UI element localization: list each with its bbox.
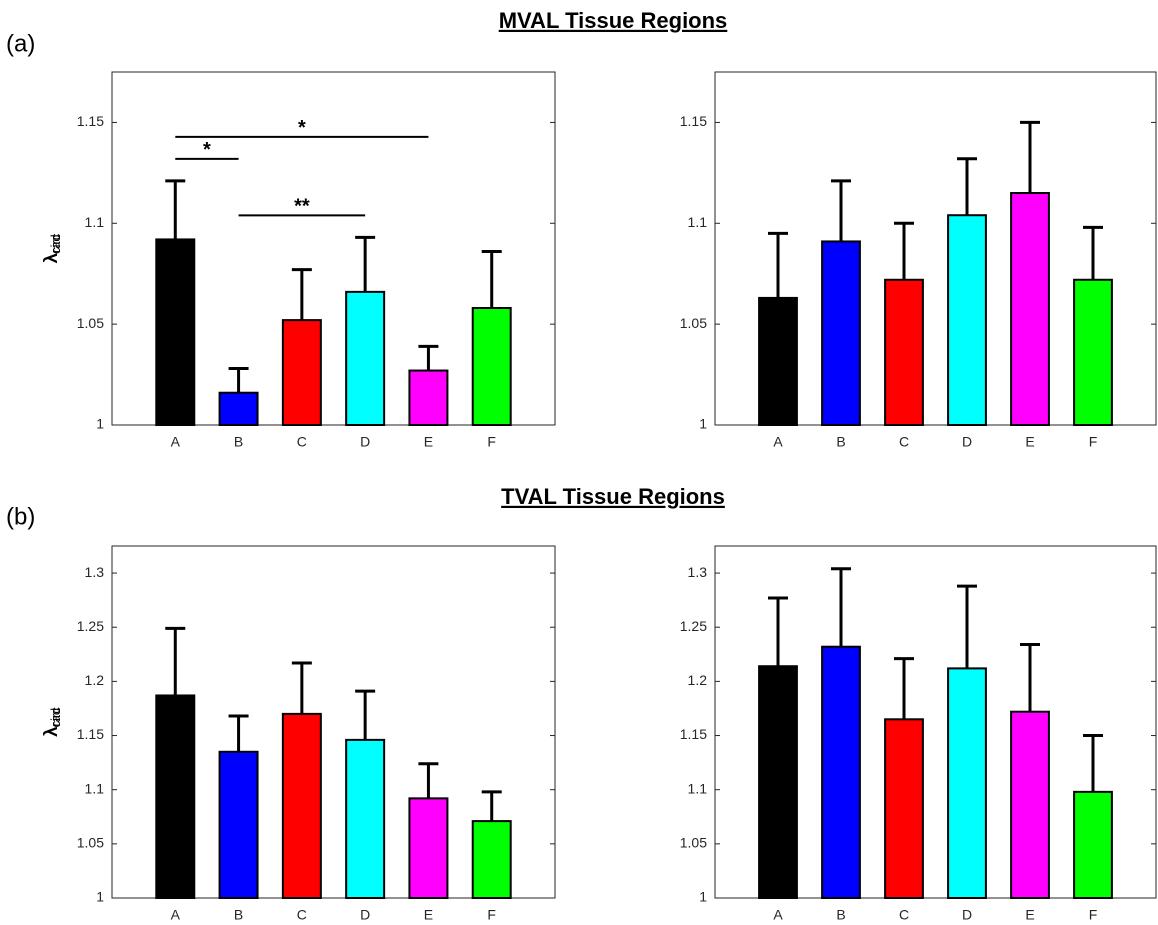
y-tick-label: 1.25 bbox=[680, 618, 707, 634]
x-tick-label: F bbox=[487, 434, 496, 450]
y-tick-label: 1.2 bbox=[688, 672, 708, 688]
y-axis-label: λcirc bbox=[41, 707, 63, 737]
x-tick-label: B bbox=[234, 434, 243, 450]
bar bbox=[884, 718, 924, 899]
x-tick-label: C bbox=[899, 907, 909, 923]
y-axis-label-subscript: rad bbox=[48, 708, 63, 727]
y-axis-label-symbol: λ bbox=[41, 726, 62, 736]
y-tick-label: 1.1 bbox=[688, 214, 708, 230]
y-axis-label-symbol: λ bbox=[41, 253, 62, 263]
y-tick-label: 1.05 bbox=[77, 315, 104, 331]
bar bbox=[408, 797, 449, 900]
bar bbox=[821, 240, 861, 426]
bar bbox=[1010, 192, 1050, 426]
x-tick-label: D bbox=[962, 434, 972, 450]
y-tick-label: 1.3 bbox=[85, 564, 105, 580]
bar bbox=[947, 214, 987, 426]
y-axis-label-subscript: rad bbox=[48, 234, 63, 253]
x-tick-label: C bbox=[899, 434, 909, 450]
y-axis-label-symbol: λ bbox=[41, 253, 62, 263]
bar bbox=[1073, 790, 1113, 899]
plot-frame bbox=[111, 71, 556, 426]
panel-title: MVAL Tissue Regions bbox=[499, 8, 728, 33]
x-tick-label: C bbox=[297, 907, 307, 923]
y-tick-label: 1.25 bbox=[77, 618, 104, 634]
plot-frame bbox=[111, 545, 556, 899]
x-tick-label: A bbox=[773, 907, 783, 923]
y-tick-label: 1.05 bbox=[77, 835, 104, 851]
bar bbox=[155, 238, 196, 426]
bar bbox=[281, 319, 322, 427]
bar bbox=[345, 290, 386, 426]
bar bbox=[1073, 278, 1113, 426]
y-axis-label: λcirc bbox=[41, 233, 63, 263]
significance-label: ** bbox=[294, 196, 310, 218]
y-tick-label: 1.15 bbox=[77, 113, 104, 129]
y-tick-label: 1.15 bbox=[680, 726, 707, 742]
x-tick-label: E bbox=[1025, 434, 1034, 450]
bar bbox=[947, 667, 987, 899]
y-axis-label: λrad bbox=[41, 234, 63, 262]
bar bbox=[155, 694, 196, 899]
bar bbox=[884, 278, 924, 426]
y-tick-label: 1 bbox=[96, 416, 104, 432]
x-tick-label: D bbox=[962, 907, 972, 923]
x-tick-label: E bbox=[424, 434, 433, 450]
x-tick-label: C bbox=[297, 434, 307, 450]
y-tick-label: 1.15 bbox=[77, 726, 104, 742]
bar bbox=[1010, 710, 1050, 899]
bar bbox=[758, 665, 798, 900]
x-tick-label: E bbox=[1025, 907, 1034, 923]
bar bbox=[218, 750, 259, 899]
bar bbox=[408, 369, 449, 426]
bar bbox=[758, 296, 798, 427]
x-tick-label: D bbox=[360, 434, 370, 450]
panel-label: (a) bbox=[6, 30, 35, 57]
bar bbox=[471, 820, 512, 900]
y-tick-label: 1 bbox=[699, 889, 707, 905]
y-tick-label: 1.05 bbox=[680, 315, 707, 331]
y-axis-label-subscript: circ bbox=[48, 233, 63, 254]
panel-label: (b) bbox=[6, 503, 35, 530]
x-tick-label: B bbox=[836, 907, 845, 923]
y-tick-label: 1.1 bbox=[688, 780, 708, 796]
panel-title: TVAL Tissue Regions bbox=[501, 484, 725, 509]
x-tick-label: A bbox=[773, 434, 783, 450]
plot-frame bbox=[714, 545, 1157, 899]
y-tick-label: 1 bbox=[96, 889, 104, 905]
significance-label: * bbox=[298, 117, 306, 139]
bar bbox=[281, 712, 322, 900]
x-tick-label: E bbox=[424, 907, 433, 923]
y-tick-label: 1.2 bbox=[85, 672, 105, 688]
x-tick-label: A bbox=[171, 434, 181, 450]
bar bbox=[821, 645, 861, 899]
y-tick-label: 1.05 bbox=[680, 835, 707, 851]
y-tick-label: 1.3 bbox=[688, 564, 708, 580]
y-axis-label: λrad bbox=[41, 708, 63, 736]
plot-frame bbox=[714, 71, 1157, 426]
x-tick-label: F bbox=[1089, 907, 1098, 923]
y-axis-label-subscript: circ bbox=[48, 707, 63, 728]
bar bbox=[218, 391, 259, 426]
bar bbox=[471, 307, 512, 426]
y-tick-label: 1.1 bbox=[85, 780, 105, 796]
y-axis-label-symbol: λ bbox=[41, 727, 62, 737]
x-tick-label: A bbox=[171, 907, 181, 923]
x-tick-label: D bbox=[360, 907, 370, 923]
x-tick-label: F bbox=[487, 907, 496, 923]
y-tick-label: 1 bbox=[699, 416, 707, 432]
x-tick-label: B bbox=[836, 434, 845, 450]
x-tick-label: B bbox=[234, 907, 243, 923]
y-tick-label: 1.15 bbox=[680, 113, 707, 129]
y-tick-label: 1.1 bbox=[85, 214, 105, 230]
significance-label: * bbox=[203, 139, 211, 161]
bar bbox=[345, 738, 386, 900]
x-tick-label: F bbox=[1089, 434, 1098, 450]
